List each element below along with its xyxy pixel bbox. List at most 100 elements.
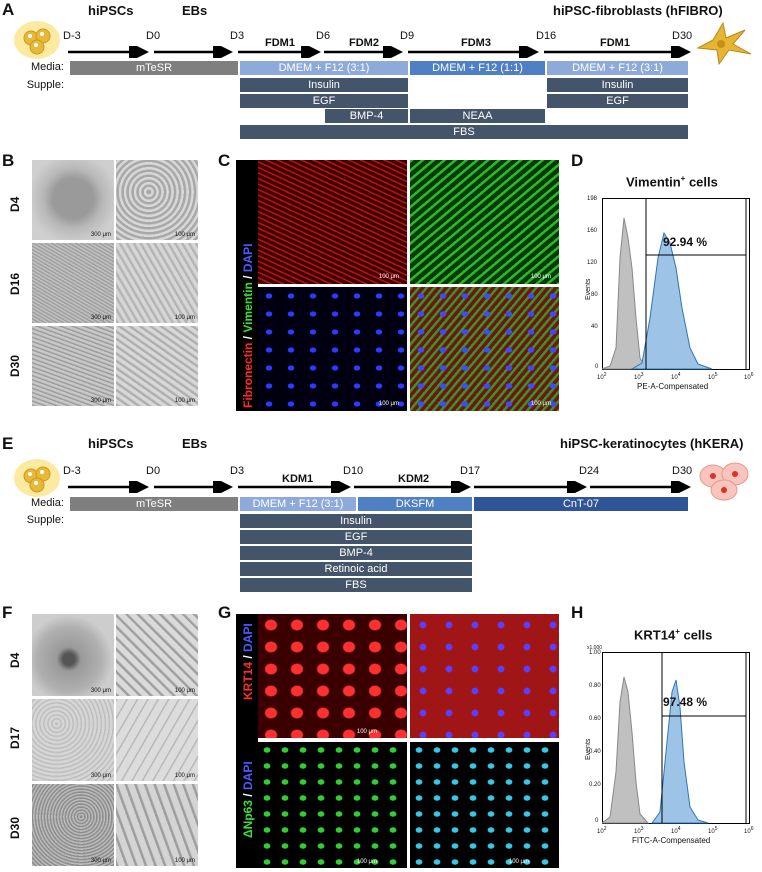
scale-bar-label: 300 μm bbox=[90, 773, 111, 779]
panel-label-f: F bbox=[2, 603, 13, 622]
stain-dapi: DAPI bbox=[241, 623, 255, 652]
scale-bar-label: 100 μm bbox=[530, 401, 551, 407]
supple-bar-neaa: NEAA bbox=[410, 109, 545, 123]
panel-g-stain-label-top: KRT14 / DAPI bbox=[241, 623, 255, 700]
fluor-dnp63-merge: 100 μm bbox=[410, 742, 559, 868]
media-bar-mtesr: mTeSR bbox=[70, 497, 238, 511]
day-label: D-3 bbox=[63, 465, 81, 477]
scale-bar-label: 300 μm bbox=[90, 858, 111, 864]
y-tick: 0.20 bbox=[589, 782, 601, 788]
y-tick: 0.40 bbox=[589, 749, 601, 755]
day-label: D3 bbox=[230, 465, 245, 477]
brightfield-d17-high: 100 μm bbox=[116, 699, 198, 781]
brightfield-d4-low: 300 μm bbox=[32, 614, 114, 696]
panel-c-label-strip bbox=[236, 160, 258, 411]
row-label-d4: D4 bbox=[8, 196, 22, 212]
panel-g-label-strip bbox=[236, 614, 258, 868]
x-tick: 102 bbox=[597, 372, 607, 381]
scale-bar-label: 100 μm bbox=[356, 859, 377, 865]
brightfield-d4-high: 100 μm bbox=[116, 160, 198, 240]
x-tick: 102 bbox=[597, 826, 607, 835]
stain-dapi: DAPI bbox=[241, 243, 255, 273]
fluor-fibronectin: 100 μm bbox=[258, 160, 407, 284]
day-label: D3 bbox=[230, 30, 245, 42]
y-tick: 0.60 bbox=[589, 716, 601, 722]
timeline-a-arrows bbox=[68, 46, 691, 58]
day-label: D24 bbox=[579, 465, 600, 477]
fluor-dapi: 100 μm bbox=[258, 287, 407, 411]
fibroblast-cells-icon bbox=[696, 21, 752, 66]
day-label: D30 bbox=[672, 30, 693, 42]
panel-h-title-suffix: cells bbox=[679, 627, 713, 643]
y-tick: 0.80 bbox=[589, 683, 601, 689]
panel-h-title: KRT14+ cells bbox=[634, 627, 712, 642]
x-tick: 103 bbox=[634, 372, 644, 381]
fluor-merge: 100 μm bbox=[410, 287, 559, 411]
supple-bar-egf: EGF bbox=[240, 530, 472, 544]
brightfield-d16-low: 300 μm bbox=[32, 243, 114, 323]
supple-bar-insulin: Insulin bbox=[240, 514, 472, 528]
media-bar-dmem-31: DMEM + F12 (3:1) bbox=[240, 61, 408, 75]
stage-label: FDM1 bbox=[600, 37, 630, 49]
supple-bar-egf: EGF bbox=[547, 94, 688, 108]
day-label: D16 bbox=[536, 30, 557, 42]
y-tick: 160 bbox=[587, 228, 598, 234]
supple-bar-insulin: Insulin bbox=[547, 78, 688, 92]
panel-h-yunit: x1,000 bbox=[587, 645, 603, 651]
day-label: D10 bbox=[343, 465, 364, 477]
supple-bar-bmp4: BMP-4 bbox=[240, 546, 472, 560]
panel-label-b: B bbox=[2, 151, 15, 170]
panel-h-title-main: KRT14 bbox=[634, 627, 676, 643]
stain-fibronectin: Fibronectin bbox=[241, 342, 255, 408]
panel-d-histogram bbox=[602, 198, 750, 370]
brightfield-d30-low: 300 μm bbox=[32, 326, 114, 406]
x-tick: 105 bbox=[708, 826, 718, 835]
stain-krt14: KRT14 bbox=[241, 661, 255, 700]
x-tick: 104 bbox=[671, 372, 681, 381]
panel-d-title-suffix: cells bbox=[685, 174, 718, 190]
stage-label: FDM3 bbox=[461, 37, 491, 49]
panel-label-d: D bbox=[571, 151, 584, 170]
timeline-a-title: hiPSC-fibroblasts (hFIBRO) bbox=[553, 3, 723, 18]
timeline-e-hipscs: hiPSCs bbox=[88, 436, 134, 451]
panel-h-title-sup: + bbox=[675, 627, 680, 636]
x-tick: 105 bbox=[708, 372, 718, 381]
scale-bar-label: 300 μm bbox=[90, 232, 111, 238]
supple-bar-insulin: Insulin bbox=[240, 78, 408, 92]
timeline-e-ebs: EBs bbox=[182, 436, 208, 451]
brightfield-d4-high: 100 μm bbox=[116, 614, 198, 696]
stem-cell-cluster-icon bbox=[14, 21, 60, 59]
panel-c-stain-label: Fibronectin / Vimentin / DAPI bbox=[241, 243, 255, 408]
stain-separator: / bbox=[241, 332, 255, 343]
x-tick: 104 bbox=[671, 826, 681, 835]
brightfield-d30-low: 300 μm bbox=[32, 784, 114, 866]
y-tick: 120 bbox=[587, 260, 598, 266]
x-tick: 106 bbox=[744, 826, 754, 835]
y-tick: 1.00 bbox=[589, 650, 601, 656]
row-label-d17: D17 bbox=[8, 726, 22, 749]
x-tick: 103 bbox=[634, 826, 644, 835]
supple-bar-egf: EGF bbox=[240, 94, 408, 108]
stage-label: FDM1 bbox=[265, 37, 295, 49]
row-label-d4: D4 bbox=[8, 652, 22, 668]
scale-bar-label: 100 μm bbox=[174, 232, 195, 238]
supple-bar-retinoic-acid: Retinoic acid bbox=[240, 562, 472, 576]
day-label: D-3 bbox=[63, 30, 81, 42]
row-label-d30: D30 bbox=[8, 816, 22, 839]
timeline-e-title: hiPSC-keratinocytes (hKERA) bbox=[560, 436, 744, 451]
scale-bar-label: 100 μm bbox=[508, 859, 529, 865]
media-bar-dksfm: DKSFM bbox=[358, 497, 472, 511]
scale-bar-label: 100 μm bbox=[530, 274, 551, 280]
stain-separator: / bbox=[241, 790, 255, 801]
stage-label: KDM1 bbox=[282, 473, 314, 485]
stain-vimentin: Vimentin bbox=[241, 282, 255, 333]
panel-label-c: C bbox=[218, 151, 231, 170]
brightfield-d16-high: 100 μm bbox=[116, 243, 198, 323]
scale-bar-label: 300 μm bbox=[90, 315, 111, 321]
scale-bar-label: 300 μm bbox=[90, 398, 111, 404]
panel-d-title-sup: + bbox=[680, 174, 686, 183]
x-tick: 106 bbox=[744, 372, 754, 381]
panel-g-stain-label-bottom: ΔNp63 / DAPI bbox=[241, 761, 255, 838]
scale-bar-label: 100 μm bbox=[174, 315, 195, 321]
panel-h-xlabel: FITC-A-Compensated bbox=[632, 836, 711, 845]
